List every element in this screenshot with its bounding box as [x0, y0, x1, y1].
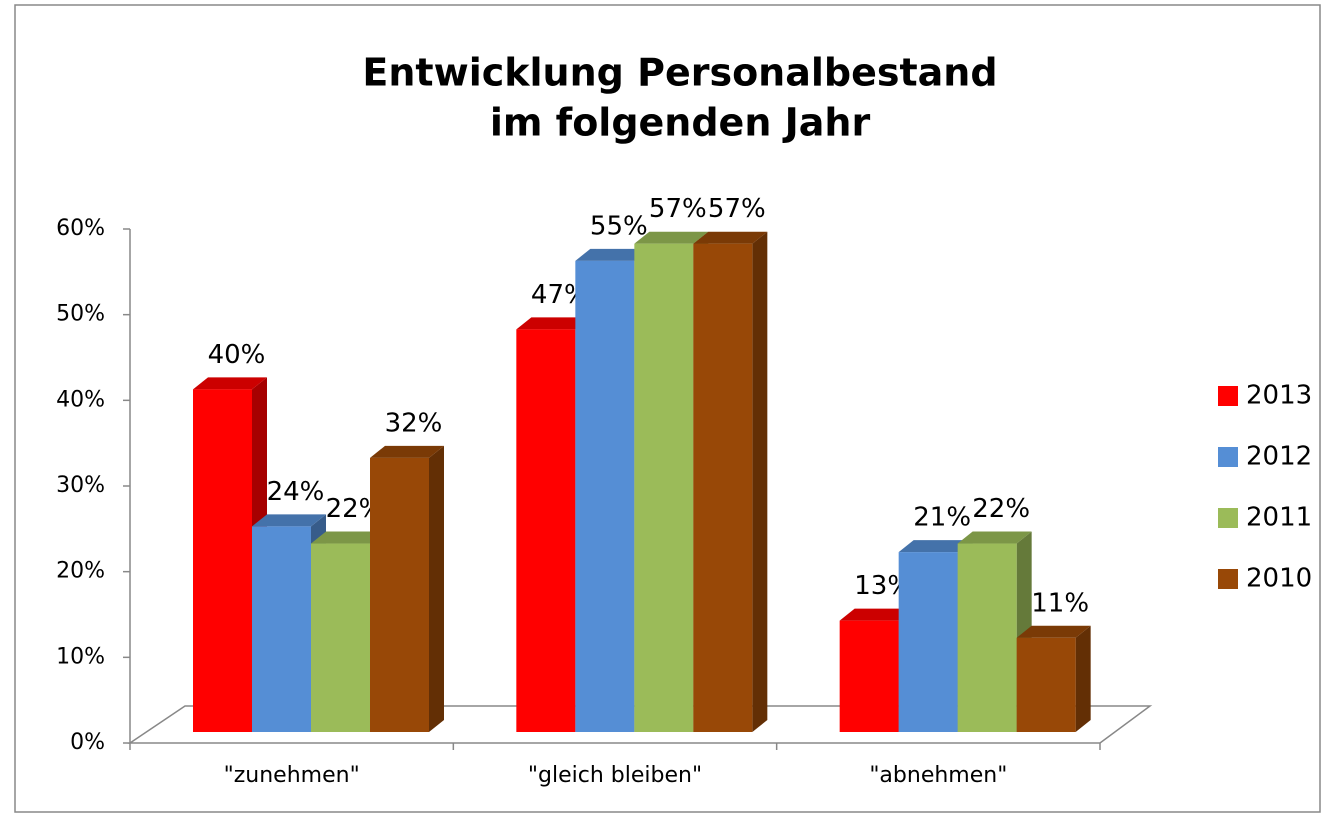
- legend-label: 2012: [1246, 442, 1312, 472]
- value-label: 57%: [708, 194, 766, 224]
- bar-top: [370, 445, 444, 458]
- y-tick-label: 60%: [56, 216, 105, 241]
- bar-top: [898, 540, 973, 553]
- bar: [839, 620, 899, 732]
- bar-top: [252, 514, 326, 527]
- y-tick-label: 0%: [70, 730, 105, 755]
- bar-top: [193, 377, 267, 390]
- bar: [252, 526, 311, 732]
- value-label: 21%: [913, 503, 971, 533]
- value-label: 40%: [208, 340, 266, 370]
- legend-label: 2013: [1246, 381, 1312, 411]
- bar: [898, 552, 958, 732]
- bar-side: [752, 231, 768, 732]
- bar-top: [311, 531, 385, 544]
- bar: [516, 329, 576, 732]
- y-tick-label: 20%: [56, 559, 105, 584]
- bar: [311, 543, 370, 732]
- bar: [957, 543, 1017, 732]
- bar: [575, 260, 635, 732]
- legend-label: 2010: [1246, 564, 1312, 594]
- x-tick-label: "gleich bleiben": [528, 763, 702, 788]
- legend-swatch: [1218, 386, 1238, 406]
- value-label: 11%: [1031, 588, 1089, 618]
- chart-title: im folgenden Jahr: [490, 101, 871, 145]
- value-label: 24%: [267, 477, 325, 507]
- bar-top: [575, 248, 650, 261]
- y-tick-label: 40%: [56, 387, 105, 412]
- bar-side: [1075, 625, 1091, 732]
- value-label: 32%: [385, 408, 443, 438]
- legend-label: 2011: [1246, 503, 1312, 533]
- bar-top: [693, 231, 768, 244]
- legend-swatch: [1218, 569, 1238, 589]
- bar: [1016, 637, 1076, 732]
- bar-top: [957, 531, 1032, 544]
- legend-swatch: [1218, 508, 1238, 528]
- x-tick-label: "abnehmen": [869, 763, 1007, 788]
- bar-top: [839, 608, 914, 621]
- value-label: 22%: [972, 494, 1030, 524]
- bar: [370, 457, 429, 732]
- y-tick-label: 30%: [56, 473, 105, 498]
- bar: [193, 389, 252, 732]
- value-label: 57%: [649, 194, 707, 224]
- value-label: 55%: [590, 211, 648, 241]
- bar-side: [429, 445, 444, 732]
- bar-top: [634, 231, 709, 244]
- y-tick-label: 10%: [56, 644, 105, 669]
- chart-title: Entwicklung Personalbestand: [362, 51, 997, 95]
- y-tick-label: 50%: [56, 302, 105, 327]
- bar: [693, 243, 753, 732]
- bar-top: [1016, 625, 1091, 638]
- bar-top: [516, 317, 591, 330]
- legend-swatch: [1218, 447, 1238, 467]
- x-tick-label: "zunehmen": [224, 763, 360, 788]
- bar: [634, 243, 694, 732]
